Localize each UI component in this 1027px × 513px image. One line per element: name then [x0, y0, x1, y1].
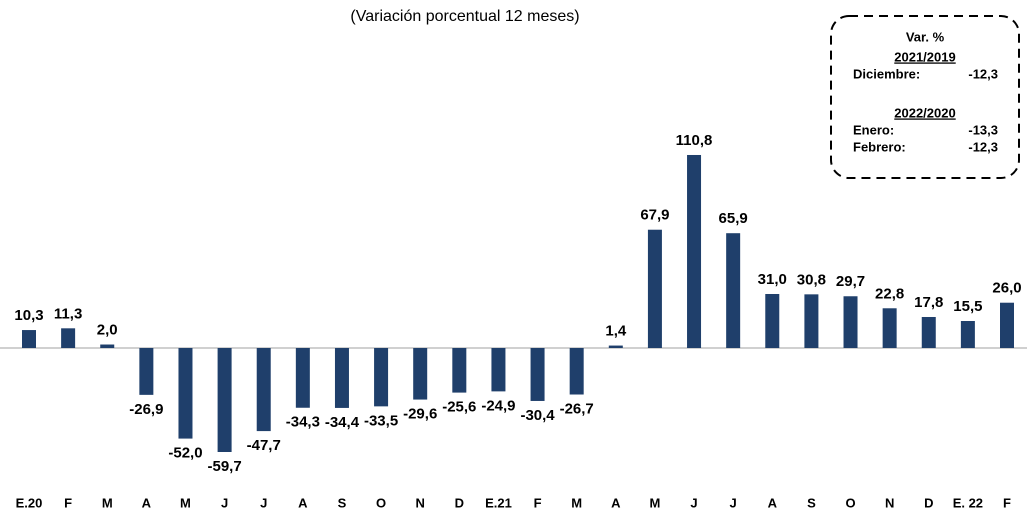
annotation-label: Diciembre: — [853, 66, 920, 81]
annotation-value: -13,3 — [968, 122, 998, 137]
value-label: 22,8 — [875, 285, 904, 302]
bar — [647, 229, 662, 348]
x-tick-label: A — [142, 495, 152, 510]
x-tick-label: D — [455, 495, 464, 510]
value-label: -34,3 — [286, 414, 320, 431]
value-label: -29,6 — [403, 406, 437, 423]
x-tick-label: E.21 — [485, 495, 512, 510]
x-tick-label: F — [1003, 495, 1011, 510]
x-tick-label: N — [416, 495, 425, 510]
x-tick-label: N — [885, 495, 894, 510]
bar — [765, 293, 780, 348]
value-label: -52,0 — [168, 445, 202, 462]
bar — [608, 345, 623, 348]
x-tick-label: J — [730, 495, 737, 510]
bar — [452, 348, 467, 393]
annotation-box — [830, 15, 1020, 179]
bar — [100, 344, 115, 348]
x-tick-label: A — [298, 495, 308, 510]
annotation-value: -12,3 — [968, 66, 998, 81]
x-tick-label: E.20 — [16, 495, 43, 510]
bar — [843, 296, 858, 348]
bar — [804, 294, 819, 348]
value-label: 11,3 — [54, 305, 82, 322]
bar — [687, 154, 702, 348]
value-label: 29,7 — [836, 273, 865, 290]
x-tick-label: J — [690, 495, 697, 510]
bar — [217, 348, 232, 452]
chart-subtitle: (Variación porcentual 12 meses) — [350, 8, 579, 25]
value-label: -59,7 — [207, 458, 241, 475]
bar — [726, 233, 741, 348]
bar — [491, 348, 506, 392]
value-label: 31,0 — [758, 271, 787, 288]
bar — [569, 348, 584, 395]
x-tick-label: E. 22 — [953, 495, 983, 510]
value-label: 26,0 — [992, 280, 1021, 297]
x-tick-label: S — [807, 495, 816, 510]
value-label: -34,4 — [325, 414, 360, 431]
bar — [530, 348, 545, 401]
x-tick-label: J — [221, 495, 228, 510]
value-label: 2,0 — [97, 321, 118, 338]
bar — [178, 348, 193, 439]
bar — [960, 320, 975, 348]
x-tick-label: D — [924, 495, 933, 510]
value-label: -25,6 — [442, 399, 476, 416]
value-label: 67,9 — [640, 207, 669, 224]
x-tick-label: F — [64, 495, 72, 510]
bar — [413, 348, 428, 400]
annotation-heading: 2021/2019 — [894, 49, 955, 64]
annotation-label: Febrero: — [853, 139, 906, 154]
annotation-heading: 2022/2020 — [894, 105, 955, 120]
value-label: 30,8 — [797, 271, 826, 288]
bar — [882, 308, 897, 348]
annotation-label: Enero: — [853, 122, 894, 137]
x-tick-label: M — [571, 495, 582, 510]
bar — [1000, 302, 1014, 348]
value-label: 110,8 — [676, 132, 713, 149]
value-label: 1,4 — [605, 323, 627, 340]
value-label: -26,9 — [129, 401, 163, 418]
x-tick-label: O — [376, 495, 386, 510]
value-label: 65,9 — [719, 210, 748, 227]
bar — [22, 330, 36, 348]
value-label: -24,9 — [481, 397, 515, 414]
bar — [374, 348, 389, 407]
x-tick-label: O — [845, 495, 855, 510]
x-tick-label: A — [611, 495, 621, 510]
x-tick-label: J — [260, 495, 267, 510]
bar — [295, 348, 310, 408]
annotation-title: Var. % — [906, 29, 945, 44]
bar — [256, 348, 271, 432]
annotation-value: -12,3 — [968, 139, 998, 154]
x-tick-label: F — [534, 495, 542, 510]
bar — [334, 348, 349, 408]
x-tick-label: M — [102, 495, 113, 510]
x-tick-label: M — [180, 495, 191, 510]
bar — [921, 316, 936, 348]
bar — [139, 348, 154, 395]
bar — [61, 328, 76, 348]
value-label: 15,5 — [953, 298, 982, 315]
x-tick-label: M — [649, 495, 660, 510]
value-label: -33,5 — [364, 412, 398, 429]
value-label: 10,3 — [14, 307, 43, 324]
value-label: -26,7 — [560, 400, 594, 417]
x-tick-label: A — [768, 495, 778, 510]
value-label: -47,7 — [247, 437, 281, 454]
value-label: -30,4 — [520, 407, 555, 424]
x-tick-label: S — [338, 495, 347, 510]
value-label: 17,8 — [914, 294, 943, 311]
